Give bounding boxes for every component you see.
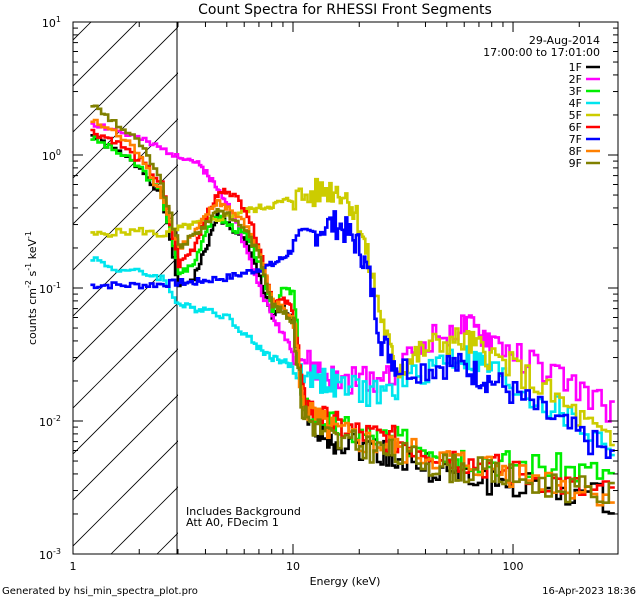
legend-label: 9F <box>569 157 582 170</box>
series-line-7f <box>90 210 615 459</box>
x-tick-label: 1 <box>70 560 77 573</box>
y-tick-label: 100 <box>42 148 61 163</box>
series-line-6f <box>90 128 615 496</box>
hatch-line <box>73 72 178 179</box>
x-axis-label: Energy (keV) <box>310 575 381 588</box>
y-axis-label-exp3: -1 <box>24 231 33 239</box>
hatch-line <box>73 22 138 87</box>
series-line-1f <box>90 134 615 515</box>
legend-label: 2F <box>569 73 582 86</box>
legend-label: 7F <box>569 133 582 146</box>
y-axis-label-exp1: -2 <box>24 280 33 288</box>
y-axis-label-exp2: -1 <box>24 263 33 271</box>
hatch-line <box>73 256 178 363</box>
legend-label: 5F <box>569 109 582 122</box>
y-axis-label-mid1: s <box>26 270 39 279</box>
y-axis-ticks: 10-3 10-2 10-1 100 101 <box>39 15 618 562</box>
y-axis-label: counts cm-2 s-1 keV-1 <box>24 231 39 345</box>
y-axis-label-mid2: keV <box>26 239 39 263</box>
series-line-4f <box>90 256 615 457</box>
legend-label: 8F <box>569 145 582 158</box>
series-line-8f <box>90 118 615 507</box>
series-line-5f <box>90 177 615 447</box>
hatch-line <box>73 26 178 133</box>
y-tick-label: 10-3 <box>39 547 61 562</box>
x-tick-label: 100 <box>503 560 524 573</box>
annotation-background: Includes Background <box>186 505 301 518</box>
legend-label: 1F <box>569 61 582 74</box>
hatch-line <box>73 394 178 501</box>
x-axis-ticks: 1 10 100 <box>70 22 619 573</box>
hatch-line <box>73 210 178 317</box>
hatch-line <box>73 440 178 547</box>
legend-label: 3F <box>569 85 582 98</box>
annotation-attenuator: Att A0, FDecim 1 <box>186 516 279 529</box>
legend-label: 6F <box>569 121 582 134</box>
footer-generated-by: Generated by hsi_min_spectra_plot.pro <box>2 586 198 597</box>
y-tick-label: 101 <box>42 15 61 30</box>
y-axis-label-base: counts cm <box>26 288 39 345</box>
series-line-9f <box>90 104 615 504</box>
x-tick-label: 10 <box>286 560 300 573</box>
annotation-date: 29-Aug-2014 <box>529 34 600 47</box>
chart-title: Count Spectra for RHESSI Front Segments <box>198 2 492 18</box>
series-layer <box>90 104 615 515</box>
annotation-time-range: 17:00:00 to 17:01:00 <box>483 46 600 59</box>
footer-timestamp: 16-Apr-2023 18:36 <box>542 586 636 597</box>
hatch-line <box>73 22 92 41</box>
hatched-region <box>73 22 178 554</box>
series-line-2f <box>90 122 615 423</box>
hatch-line <box>73 164 178 271</box>
y-tick-label: 10-1 <box>39 281 61 296</box>
y-tick-label: 10-2 <box>39 414 61 429</box>
legend-label: 4F <box>569 97 582 110</box>
